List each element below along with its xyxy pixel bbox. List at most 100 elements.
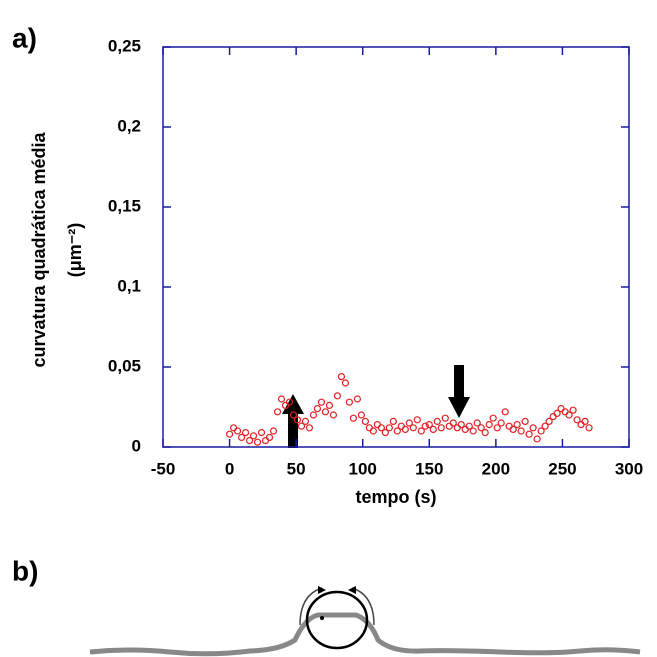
data-point	[345, 398, 353, 406]
data-point	[241, 429, 250, 437]
data-point	[321, 408, 330, 416]
data-point	[561, 408, 569, 416]
data-point	[553, 409, 561, 417]
data-point	[569, 406, 577, 414]
data-point	[465, 422, 473, 430]
data-point	[481, 429, 489, 437]
x-tick-label: 250	[548, 459, 576, 478]
y-tick-label: 0	[132, 436, 141, 455]
data-point	[493, 424, 501, 432]
data-point	[265, 433, 274, 441]
data-point	[565, 411, 573, 419]
data-point	[397, 422, 405, 430]
data-point	[389, 417, 397, 425]
data-point	[269, 427, 278, 435]
y-tick-label: 0,1	[117, 276, 141, 295]
data-point	[373, 421, 381, 429]
data-point	[453, 424, 461, 432]
membrane	[89, 612, 641, 657]
data-point	[549, 413, 557, 421]
data-point	[233, 427, 242, 435]
data-point	[341, 379, 350, 387]
data-point	[421, 422, 429, 430]
data-point	[585, 424, 593, 432]
data-point	[485, 421, 493, 429]
y-tick-label: 0,25	[108, 36, 141, 55]
data-point	[525, 430, 533, 438]
data-point	[573, 416, 581, 424]
diagram	[89, 586, 641, 657]
arrow-shaft	[288, 412, 298, 448]
data-point	[249, 432, 258, 440]
y-axis-unit: (μm⁻²)	[65, 223, 85, 278]
data-point	[337, 373, 346, 381]
data-point	[533, 435, 541, 443]
data-point	[309, 411, 318, 419]
data-point	[529, 424, 537, 432]
data-point	[381, 429, 389, 437]
x-tick-label: -50	[151, 459, 176, 478]
data-point	[469, 427, 477, 435]
data-point	[313, 405, 322, 413]
data-point	[329, 411, 338, 419]
data-point	[497, 419, 505, 427]
data-point	[517, 427, 525, 435]
data-point	[433, 417, 441, 425]
data-point	[581, 417, 589, 425]
data-point	[289, 411, 298, 419]
data-point	[293, 416, 302, 424]
x-tick-label: 150	[415, 459, 443, 478]
y-tick-label: 0,2	[117, 116, 141, 135]
data-point	[301, 417, 310, 425]
data-point	[377, 424, 385, 432]
data-point	[357, 411, 365, 419]
panel-label: b)	[12, 555, 38, 586]
x-tick-label: 100	[349, 459, 377, 478]
arrows	[282, 365, 470, 448]
arrow-head	[348, 586, 356, 594]
data-point	[505, 422, 513, 430]
marker	[320, 616, 324, 620]
data-point	[537, 427, 545, 435]
data-point	[417, 427, 425, 435]
data-point	[577, 421, 585, 429]
x-tick-label: 300	[615, 459, 643, 478]
x-tick-label: 50	[287, 459, 306, 478]
x-axis-label: tempo (s)	[356, 487, 437, 507]
x-tick-label: 0	[225, 459, 234, 478]
data-point	[449, 419, 457, 427]
y-tick-label: 0,05	[108, 356, 141, 375]
data-point	[349, 414, 357, 422]
data-point	[501, 408, 509, 416]
data-point	[405, 419, 413, 427]
data-point	[401, 425, 409, 433]
data-point	[237, 433, 246, 441]
arrow-head	[318, 586, 326, 594]
data-point	[413, 416, 421, 424]
data-point	[437, 424, 445, 432]
data-point	[545, 417, 553, 425]
data-point	[317, 398, 326, 406]
panel-label: a)	[12, 22, 37, 53]
data-point	[557, 405, 565, 413]
data-point	[409, 424, 417, 432]
data-point	[425, 421, 433, 429]
data-point	[429, 425, 437, 433]
data-point	[445, 422, 453, 430]
y-tick-label: 0,15	[108, 196, 141, 215]
data-point	[229, 424, 238, 432]
data-point	[285, 398, 294, 406]
x-tick-label: 200	[482, 459, 510, 478]
data-point	[353, 395, 361, 403]
data-point	[441, 414, 449, 422]
data-point	[477, 424, 485, 432]
data-point	[521, 417, 529, 425]
data-point	[509, 425, 517, 433]
data-point	[277, 395, 286, 403]
data-point	[461, 425, 469, 433]
data-point	[225, 430, 234, 438]
data-point	[305, 424, 314, 432]
data-point	[473, 419, 481, 427]
data-point	[245, 437, 254, 445]
